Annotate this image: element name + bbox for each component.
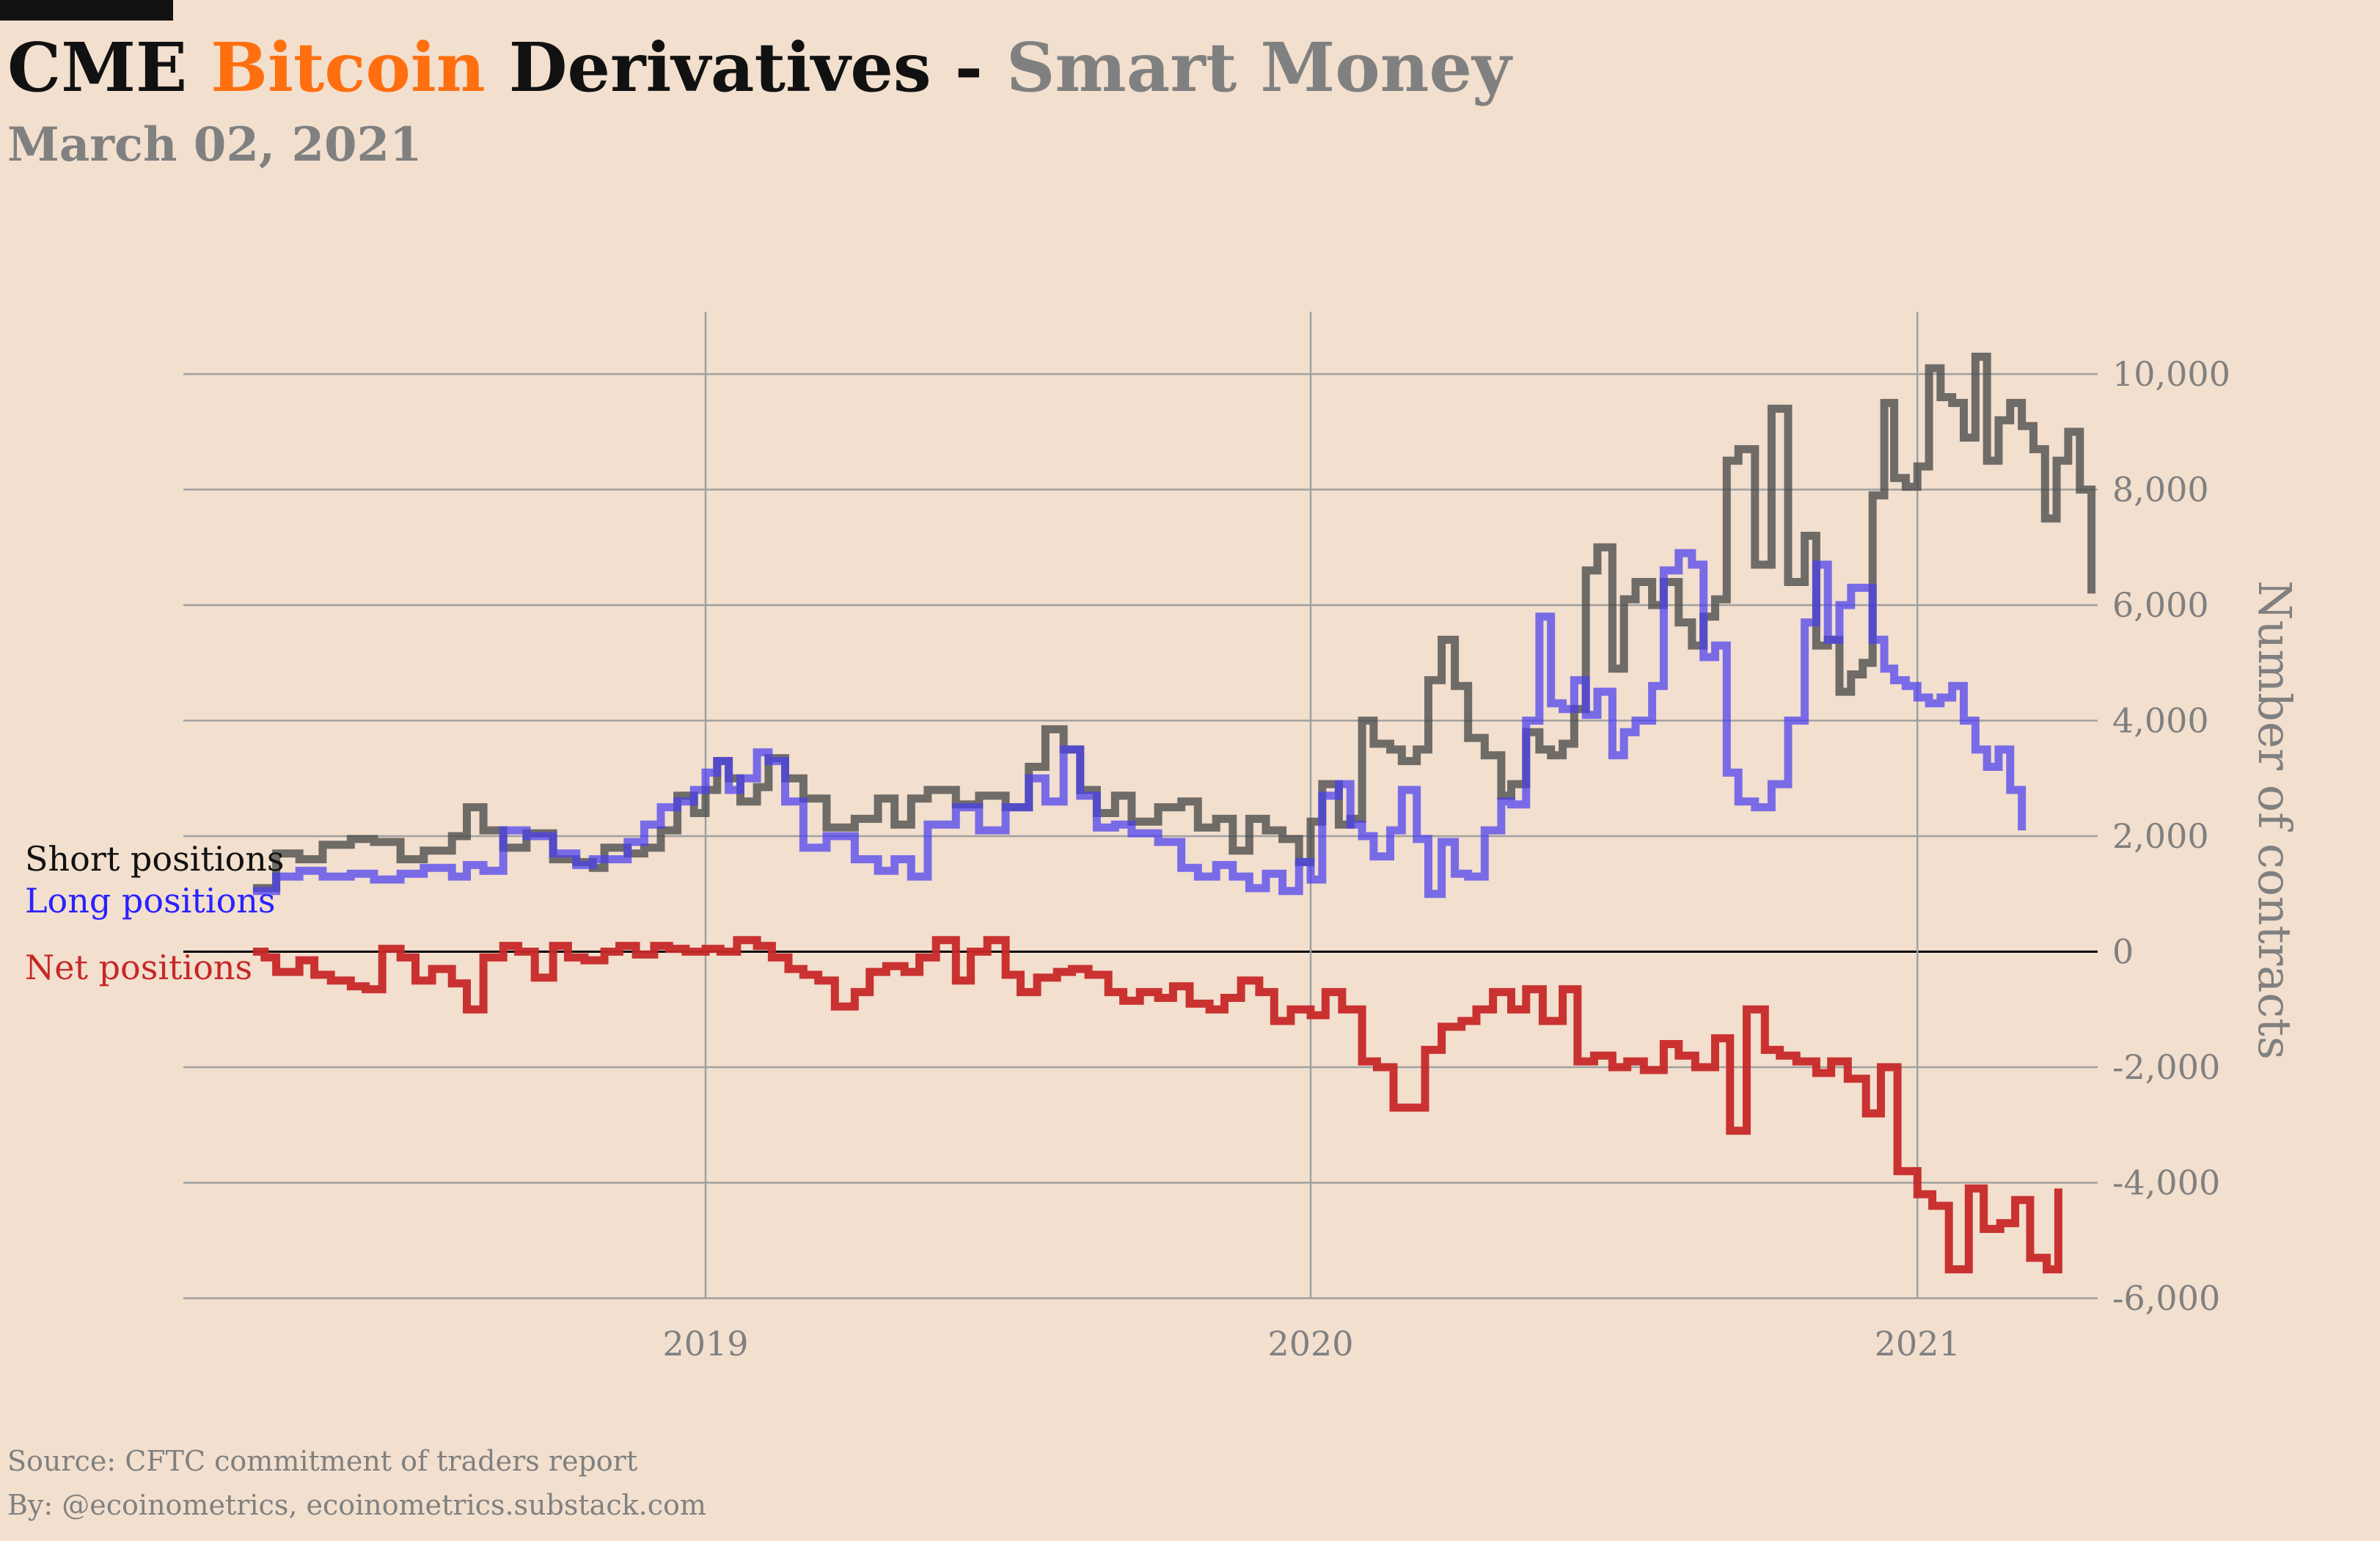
y-axis-label: Number of contracts	[2248, 580, 2302, 1060]
series-layer	[252, 352, 2096, 1274]
label-layer: 10,000 8,000 6,000 4,000 2,000 0 -2,000 -4,000 -…	[25, 354, 2302, 1364]
series-net-line	[252, 936, 2062, 1274]
y-tick-label: -6,000	[2112, 1278, 2220, 1318]
legend-label-long: Long positions	[25, 881, 276, 920]
legend-label-net: Net positions	[25, 948, 252, 987]
y-tick-label: 10,000	[2112, 354, 2230, 394]
x-tick-label: 2019	[662, 1324, 748, 1364]
title-part-cme: CME	[7, 28, 188, 107]
x-tick-label: 2021	[1875, 1324, 1960, 1364]
chart-title: CME Bitcoin Derivatives - Smart Money	[7, 28, 1511, 107]
x-tick-label: 2020	[1267, 1324, 1353, 1364]
title-part-derivatives: Derivatives -	[508, 28, 983, 107]
top-accent-bar	[0, 0, 173, 21]
legend-label-short: Short positions	[25, 839, 285, 879]
title-part-smart-money: Smart Money	[1006, 28, 1512, 107]
y-tick-label: 2,000	[2112, 816, 2209, 856]
series-short-line	[252, 352, 2096, 893]
title-part-bitcoin: Bitcoin	[210, 28, 486, 107]
y-tick-label: -4,000	[2112, 1163, 2220, 1203]
y-tick-label: 6,000	[2112, 585, 2209, 625]
series-long-line	[252, 549, 2026, 898]
byline-note: By: @ecoinometrics, ecoinometrics.substa…	[7, 1489, 706, 1521]
y-tick-label: 0	[2112, 932, 2134, 972]
source-note: Source: CFTC commitment of traders repor…	[7, 1445, 638, 1477]
y-tick-label: 8,000	[2112, 470, 2209, 510]
y-tick-label: 4,000	[2112, 701, 2209, 741]
chart-subtitle: March 02, 2021	[7, 117, 422, 172]
y-tick-label: -2,000	[2112, 1047, 2220, 1087]
